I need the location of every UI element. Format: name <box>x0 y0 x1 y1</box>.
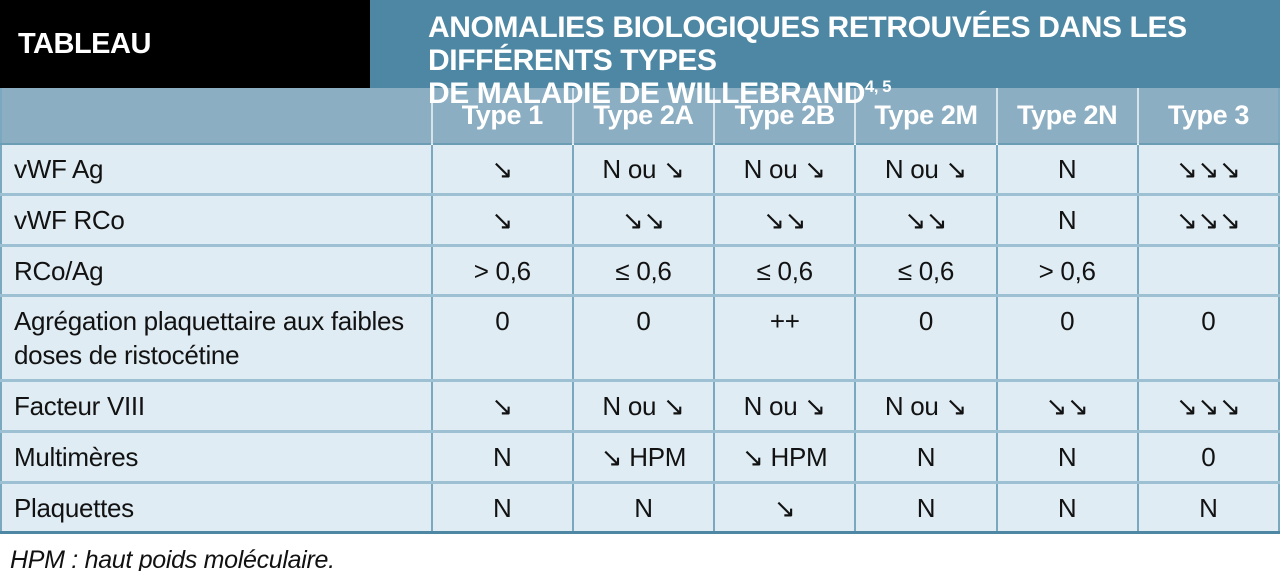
row-label: vWF Ag <box>1 142 432 195</box>
cell: ≤ 0,6 <box>571 243 715 296</box>
table-title: ANOMALIES BIOLOGIQUES RETROUVÉES DANS LE… <box>370 0 1280 110</box>
cell: ↘ HPM <box>713 429 856 483</box>
table-title-line1: ANOMALIES BIOLOGIQUES RETROUVÉES DANS LE… <box>428 11 1187 77</box>
cell: N ou ↘ <box>854 378 997 432</box>
cell: ↘↘ <box>571 192 715 246</box>
row-label: Plaquettes <box>1 480 432 533</box>
willebrand-anomalies-table: Type 1 Type 2A Type 2B Type 2M Type 2N T… <box>0 88 1280 535</box>
cell: ↘ <box>430 192 573 246</box>
column-header-type-2a: Type 2A <box>571 88 715 144</box>
row-label: Agrégation plaquettaire aux faibles dose… <box>1 294 432 381</box>
column-header-type-2b: Type 2B <box>713 88 856 144</box>
cell: ↘↘↘ <box>1136 142 1279 195</box>
column-header-row: Type 1 Type 2A Type 2B Type 2M Type 2N T… <box>1 88 1279 144</box>
cell: N <box>1136 480 1279 533</box>
cell: N <box>995 480 1138 533</box>
cell: > 0,6 <box>995 243 1138 296</box>
row-label: vWF RCo <box>1 192 432 246</box>
cell: N <box>995 429 1138 483</box>
cell: ≤ 0,6 <box>854 243 997 296</box>
cell: ≤ 0,6 <box>713 243 856 296</box>
row-label: Facteur VIII <box>1 378 432 432</box>
cell: N ou ↘ <box>854 142 997 195</box>
cell: N <box>430 429 573 483</box>
cell: N <box>995 142 1138 195</box>
cell: 0 <box>1136 429 1279 483</box>
cell: ↘ HPM <box>571 429 715 483</box>
cell <box>1136 243 1279 296</box>
column-header-type-3: Type 3 <box>1136 88 1279 144</box>
cell: N <box>854 429 997 483</box>
cell: N <box>854 480 997 533</box>
table-header-band: TABLEAU ANOMALIES BIOLOGIQUES RETROUVÉES… <box>0 0 1280 110</box>
cell: ↘↘↘ <box>1136 378 1279 432</box>
row-multimeres: Multimères N ↘ HPM ↘ HPM N N 0 <box>1 429 1279 483</box>
cell: 0 <box>995 294 1138 381</box>
cell: 0 <box>571 294 715 381</box>
cell: ↘↘ <box>995 378 1138 432</box>
row-plaquettes: Plaquettes N N ↘ N N N <box>1 480 1279 533</box>
cell: > 0,6 <box>430 243 573 296</box>
cell: ↘↘↘ <box>1136 192 1279 246</box>
column-header-type-1: Type 1 <box>430 88 573 144</box>
cell: ↘ <box>713 480 856 533</box>
row-label: RCo/Ag <box>1 243 432 296</box>
cell: 0 <box>430 294 573 381</box>
cell: 0 <box>1136 294 1279 381</box>
cell: 0 <box>854 294 997 381</box>
cell: ++ <box>713 294 856 381</box>
column-header-type-2n: Type 2N <box>995 88 1138 144</box>
row-label: Multimères <box>1 429 432 483</box>
cell: N <box>430 480 573 533</box>
abbreviation-note: HPM : haut poids moléculaire. <box>10 546 335 571</box>
row-rco-ag: RCo/Ag > 0,6 ≤ 0,6 ≤ 0,6 ≤ 0,6 > 0,6 <box>1 243 1279 296</box>
row-vwf-rco: vWF RCo ↘ ↘↘ ↘↘ ↘↘ N ↘↘↘ <box>1 192 1279 246</box>
tableau-badge-label: TABLEAU <box>18 27 151 60</box>
cell: ↘↘ <box>854 192 997 246</box>
tableau-badge: TABLEAU <box>0 0 370 88</box>
cell: N ou ↘ <box>571 142 715 195</box>
row-agregation-plaquettaire: Agrégation plaquettaire aux faibles dose… <box>1 294 1279 381</box>
reference-superscript: 4, 5 <box>865 78 891 96</box>
cell: N ou ↘ <box>713 378 856 432</box>
cell: ↘↘ <box>713 192 856 246</box>
corner-cell <box>1 88 432 144</box>
cell: N ou ↘ <box>713 142 856 195</box>
column-header-type-2m: Type 2M <box>854 88 997 144</box>
cell: N ou ↘ <box>571 378 715 432</box>
cell: ↘ <box>430 142 573 195</box>
table-title-line2: DE MALADIE DE WILLEBRAND4, 5 <box>428 77 1266 110</box>
cell: N <box>571 480 715 533</box>
cell: ↘ <box>430 378 573 432</box>
cell: N <box>995 192 1138 246</box>
row-vwf-ag: vWF Ag ↘ N ou ↘ N ou ↘ N ou ↘ N ↘↘↘ <box>1 142 1279 195</box>
row-facteur-viii: Facteur VIII ↘ N ou ↘ N ou ↘ N ou ↘ ↘↘ ↘… <box>1 378 1279 432</box>
